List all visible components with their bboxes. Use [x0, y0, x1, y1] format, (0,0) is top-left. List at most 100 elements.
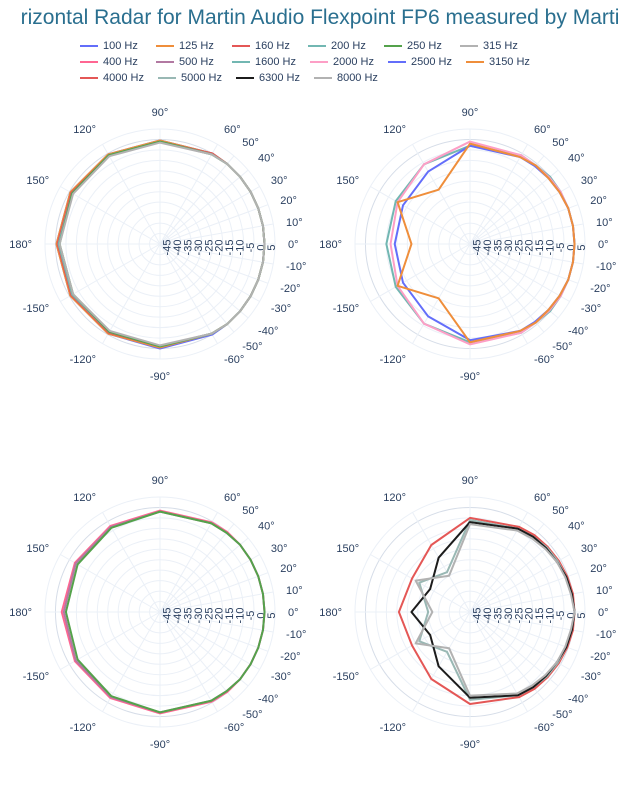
svg-text:180°: 180° [319, 607, 342, 619]
legend-item[interactable]: 250 Hz [384, 40, 446, 52]
legend: 100 Hz 125 Hz 160 Hz 200 Hz 250 Hz 315 Hz 400 … [0, 30, 640, 94]
legend-label: 8000 Hz [337, 72, 378, 84]
legend-swatch [308, 45, 326, 47]
legend-item[interactable]: 160 Hz [232, 40, 294, 52]
svg-text:-150°: -150° [333, 303, 359, 315]
svg-text:-150°: -150° [23, 303, 49, 315]
legend-swatch [158, 77, 176, 79]
legend-label: 125 Hz [179, 40, 214, 52]
svg-text:0°: 0° [598, 239, 609, 251]
legend-label: 6300 Hz [259, 72, 300, 84]
svg-text:0°: 0° [598, 607, 609, 619]
svg-text:10°: 10° [596, 585, 613, 597]
svg-text:40°: 40° [568, 153, 585, 165]
svg-text:-10°: -10° [286, 261, 306, 273]
legend-row: 4000 Hz 5000 Hz 6300 Hz 8000 Hz [80, 72, 640, 84]
svg-text:180°: 180° [9, 239, 32, 251]
svg-text:60°: 60° [534, 492, 551, 504]
svg-text:-40°: -40° [568, 325, 588, 337]
svg-text:90°: 90° [152, 475, 169, 487]
svg-text:180°: 180° [319, 239, 342, 251]
svg-text:-10°: -10° [286, 629, 306, 641]
svg-text:60°: 60° [224, 124, 241, 136]
legend-swatch [80, 61, 98, 63]
svg-text:-10°: -10° [596, 629, 616, 641]
legend-label: 200 Hz [331, 40, 366, 52]
svg-text:-30°: -30° [581, 671, 601, 683]
legend-item[interactable]: 1600 Hz [232, 56, 296, 68]
legend-label: 1600 Hz [255, 56, 296, 68]
svg-text:150°: 150° [26, 175, 49, 187]
title-text: rizontal Radar for Martin Audio Flexpoin… [21, 6, 620, 29]
legend-label: 315 Hz [483, 40, 518, 52]
legend-swatch [80, 45, 98, 47]
legend-label: 2000 Hz [333, 56, 374, 68]
polar-chart: -45-40-35-30-25-20-15-10-50590°60°50°40°… [10, 462, 310, 762]
legend-swatch [156, 61, 174, 63]
legend-item[interactable]: 125 Hz [156, 40, 218, 52]
svg-text:-50°: -50° [242, 341, 262, 353]
svg-text:-60°: -60° [224, 354, 244, 366]
svg-text:-120°: -120° [70, 722, 96, 734]
legend-label: 160 Hz [255, 40, 290, 52]
svg-text:120°: 120° [383, 124, 406, 136]
svg-text:30°: 30° [271, 543, 288, 555]
svg-text:120°: 120° [73, 124, 96, 136]
legend-label: 3150 Hz [489, 56, 530, 68]
svg-text:-60°: -60° [224, 722, 244, 734]
legend-item[interactable]: 3150 Hz [466, 56, 530, 68]
legend-swatch [388, 61, 406, 63]
svg-text:10°: 10° [286, 217, 303, 229]
svg-text:-60°: -60° [534, 354, 554, 366]
svg-text:20°: 20° [590, 195, 607, 207]
svg-text:-90°: -90° [150, 371, 170, 383]
svg-text:-30°: -30° [271, 671, 291, 683]
svg-text:-20°: -20° [280, 651, 300, 663]
legend-item[interactable]: 500 Hz [156, 56, 218, 68]
legend-swatch [156, 45, 174, 47]
svg-text:60°: 60° [534, 124, 551, 136]
legend-item[interactable]: 200 Hz [308, 40, 370, 52]
svg-text:-40°: -40° [568, 693, 588, 705]
legend-item[interactable]: 2000 Hz [310, 56, 374, 68]
legend-item[interactable]: 315 Hz [460, 40, 522, 52]
polar-chart: -45-40-35-30-25-20-15-10-50590°60°50°40°… [320, 462, 620, 762]
svg-text:-90°: -90° [150, 739, 170, 751]
svg-text:10°: 10° [596, 217, 613, 229]
legend-item[interactable]: 2500 Hz [388, 56, 452, 68]
legend-item[interactable]: 4000 Hz [80, 72, 144, 84]
svg-text:150°: 150° [336, 175, 359, 187]
svg-text:-20°: -20° [280, 283, 300, 295]
svg-text:40°: 40° [258, 521, 275, 533]
legend-swatch [314, 77, 332, 79]
legend-item[interactable]: 100 Hz [80, 40, 142, 52]
svg-text:-150°: -150° [23, 671, 49, 683]
svg-text:50°: 50° [242, 137, 259, 149]
legend-item[interactable]: 5000 Hz [158, 72, 222, 84]
legend-item[interactable]: 400 Hz [80, 56, 142, 68]
legend-swatch [80, 77, 98, 79]
svg-text:90°: 90° [152, 107, 169, 119]
svg-text:20°: 20° [590, 563, 607, 575]
legend-swatch [232, 45, 250, 47]
svg-text:-30°: -30° [271, 303, 291, 315]
svg-text:5: 5 [266, 612, 278, 618]
svg-text:50°: 50° [242, 505, 259, 517]
svg-text:50°: 50° [552, 505, 569, 517]
svg-text:20°: 20° [280, 195, 297, 207]
svg-text:90°: 90° [462, 107, 479, 119]
svg-text:30°: 30° [581, 175, 598, 187]
svg-text:90°: 90° [462, 475, 479, 487]
legend-label: 100 Hz [103, 40, 138, 52]
legend-item[interactable]: 6300 Hz [236, 72, 300, 84]
svg-text:30°: 30° [581, 543, 598, 555]
svg-text:-50°: -50° [242, 709, 262, 721]
svg-text:20°: 20° [280, 563, 297, 575]
svg-text:-150°: -150° [333, 671, 359, 683]
svg-text:10°: 10° [286, 585, 303, 597]
legend-swatch [232, 61, 250, 63]
legend-swatch [236, 77, 254, 79]
svg-text:180°: 180° [9, 607, 32, 619]
svg-text:40°: 40° [568, 521, 585, 533]
legend-item[interactable]: 8000 Hz [314, 72, 378, 84]
